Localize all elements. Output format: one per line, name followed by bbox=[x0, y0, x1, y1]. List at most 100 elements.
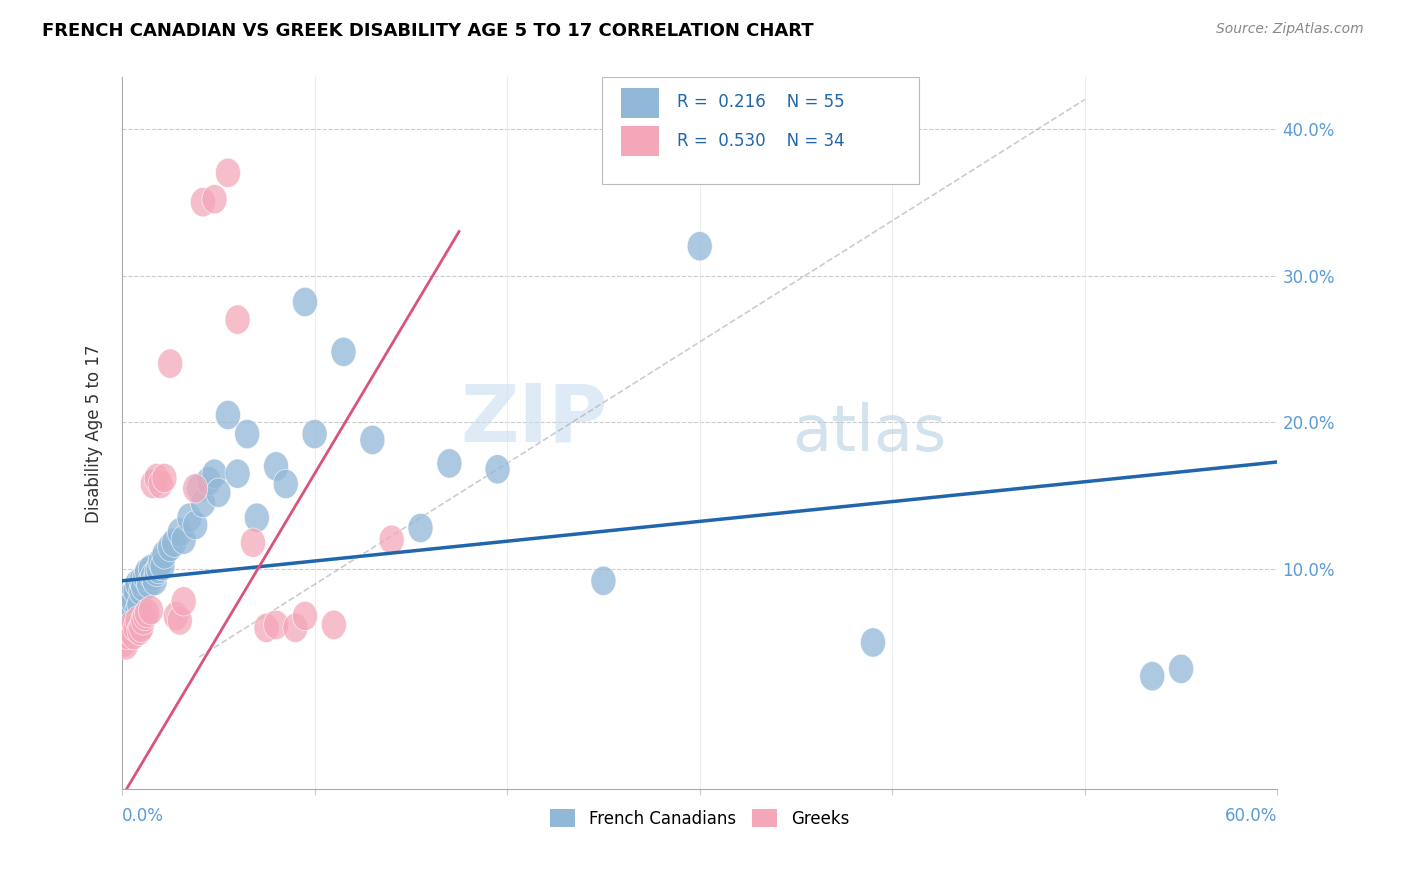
Ellipse shape bbox=[127, 616, 152, 646]
Ellipse shape bbox=[131, 572, 156, 601]
Ellipse shape bbox=[860, 628, 886, 657]
Ellipse shape bbox=[157, 349, 183, 378]
Ellipse shape bbox=[117, 599, 142, 628]
Legend: French Canadians, Greeks: French Canadians, Greeks bbox=[544, 803, 856, 834]
Ellipse shape bbox=[135, 558, 160, 587]
Ellipse shape bbox=[152, 540, 177, 569]
Ellipse shape bbox=[152, 464, 177, 492]
Ellipse shape bbox=[146, 555, 172, 583]
FancyBboxPatch shape bbox=[602, 78, 920, 185]
Ellipse shape bbox=[136, 569, 162, 599]
Ellipse shape bbox=[591, 566, 616, 596]
Ellipse shape bbox=[125, 596, 150, 625]
Ellipse shape bbox=[177, 503, 202, 533]
Ellipse shape bbox=[172, 587, 197, 616]
Ellipse shape bbox=[148, 547, 173, 576]
Ellipse shape bbox=[145, 558, 169, 587]
Ellipse shape bbox=[330, 337, 356, 367]
Ellipse shape bbox=[360, 425, 385, 455]
Ellipse shape bbox=[322, 610, 346, 640]
Ellipse shape bbox=[121, 587, 146, 616]
Text: R =  0.530    N = 34: R = 0.530 N = 34 bbox=[676, 132, 844, 150]
Ellipse shape bbox=[115, 583, 141, 613]
Ellipse shape bbox=[142, 566, 167, 596]
Ellipse shape bbox=[122, 576, 148, 606]
Ellipse shape bbox=[138, 596, 163, 625]
Ellipse shape bbox=[125, 569, 150, 599]
Y-axis label: Disability Age 5 to 17: Disability Age 5 to 17 bbox=[86, 344, 103, 523]
Ellipse shape bbox=[240, 528, 266, 558]
Ellipse shape bbox=[111, 596, 136, 625]
Ellipse shape bbox=[115, 621, 141, 649]
Ellipse shape bbox=[485, 455, 510, 484]
Ellipse shape bbox=[129, 576, 153, 606]
Ellipse shape bbox=[132, 601, 157, 631]
Ellipse shape bbox=[111, 628, 136, 657]
Text: R =  0.216    N = 55: R = 0.216 N = 55 bbox=[676, 94, 844, 112]
Ellipse shape bbox=[408, 513, 433, 542]
Ellipse shape bbox=[245, 503, 270, 533]
Ellipse shape bbox=[120, 610, 145, 640]
Ellipse shape bbox=[145, 464, 169, 492]
Ellipse shape bbox=[254, 613, 278, 642]
Ellipse shape bbox=[157, 533, 183, 562]
Ellipse shape bbox=[302, 419, 328, 449]
Ellipse shape bbox=[187, 474, 211, 503]
FancyBboxPatch shape bbox=[621, 126, 659, 156]
Ellipse shape bbox=[138, 555, 163, 583]
Ellipse shape bbox=[190, 488, 215, 517]
Ellipse shape bbox=[283, 613, 308, 642]
Ellipse shape bbox=[215, 158, 240, 187]
Ellipse shape bbox=[132, 562, 157, 591]
Ellipse shape bbox=[141, 469, 166, 499]
Ellipse shape bbox=[129, 566, 153, 596]
Ellipse shape bbox=[190, 187, 215, 217]
Ellipse shape bbox=[150, 551, 174, 581]
Text: FRENCH CANADIAN VS GREEK DISABILITY AGE 5 TO 17 CORRELATION CHART: FRENCH CANADIAN VS GREEK DISABILITY AGE … bbox=[42, 22, 814, 40]
Ellipse shape bbox=[1140, 662, 1164, 691]
Ellipse shape bbox=[183, 510, 208, 540]
Text: Source: ZipAtlas.com: Source: ZipAtlas.com bbox=[1216, 22, 1364, 37]
Ellipse shape bbox=[292, 287, 318, 317]
Ellipse shape bbox=[129, 613, 153, 642]
Ellipse shape bbox=[215, 401, 240, 430]
Text: 0.0%: 0.0% bbox=[122, 807, 165, 825]
Ellipse shape bbox=[163, 601, 188, 631]
Ellipse shape bbox=[125, 606, 150, 635]
Ellipse shape bbox=[141, 562, 166, 591]
Ellipse shape bbox=[263, 451, 288, 481]
Ellipse shape bbox=[183, 474, 208, 503]
Ellipse shape bbox=[202, 185, 226, 214]
Ellipse shape bbox=[148, 469, 173, 499]
Ellipse shape bbox=[120, 581, 145, 610]
Ellipse shape bbox=[235, 419, 260, 449]
Ellipse shape bbox=[120, 591, 145, 621]
Ellipse shape bbox=[202, 459, 226, 488]
Ellipse shape bbox=[131, 606, 156, 635]
Ellipse shape bbox=[127, 590, 152, 619]
Text: atlas: atlas bbox=[792, 402, 946, 465]
Ellipse shape bbox=[162, 528, 187, 558]
Ellipse shape bbox=[167, 606, 193, 635]
Ellipse shape bbox=[115, 606, 141, 635]
FancyBboxPatch shape bbox=[621, 88, 659, 118]
Ellipse shape bbox=[167, 517, 193, 547]
Ellipse shape bbox=[225, 459, 250, 488]
Ellipse shape bbox=[437, 449, 463, 478]
Ellipse shape bbox=[135, 599, 160, 628]
Ellipse shape bbox=[688, 232, 713, 260]
Ellipse shape bbox=[121, 621, 146, 649]
Ellipse shape bbox=[197, 467, 221, 496]
Ellipse shape bbox=[114, 631, 138, 660]
Ellipse shape bbox=[380, 525, 404, 555]
Ellipse shape bbox=[122, 613, 148, 642]
Ellipse shape bbox=[1168, 654, 1194, 683]
Ellipse shape bbox=[172, 525, 197, 555]
Ellipse shape bbox=[117, 616, 142, 646]
Ellipse shape bbox=[273, 469, 298, 499]
Ellipse shape bbox=[263, 610, 288, 640]
Ellipse shape bbox=[225, 305, 250, 334]
Text: 60.0%: 60.0% bbox=[1225, 807, 1278, 825]
Ellipse shape bbox=[292, 601, 318, 631]
Ellipse shape bbox=[114, 601, 138, 631]
